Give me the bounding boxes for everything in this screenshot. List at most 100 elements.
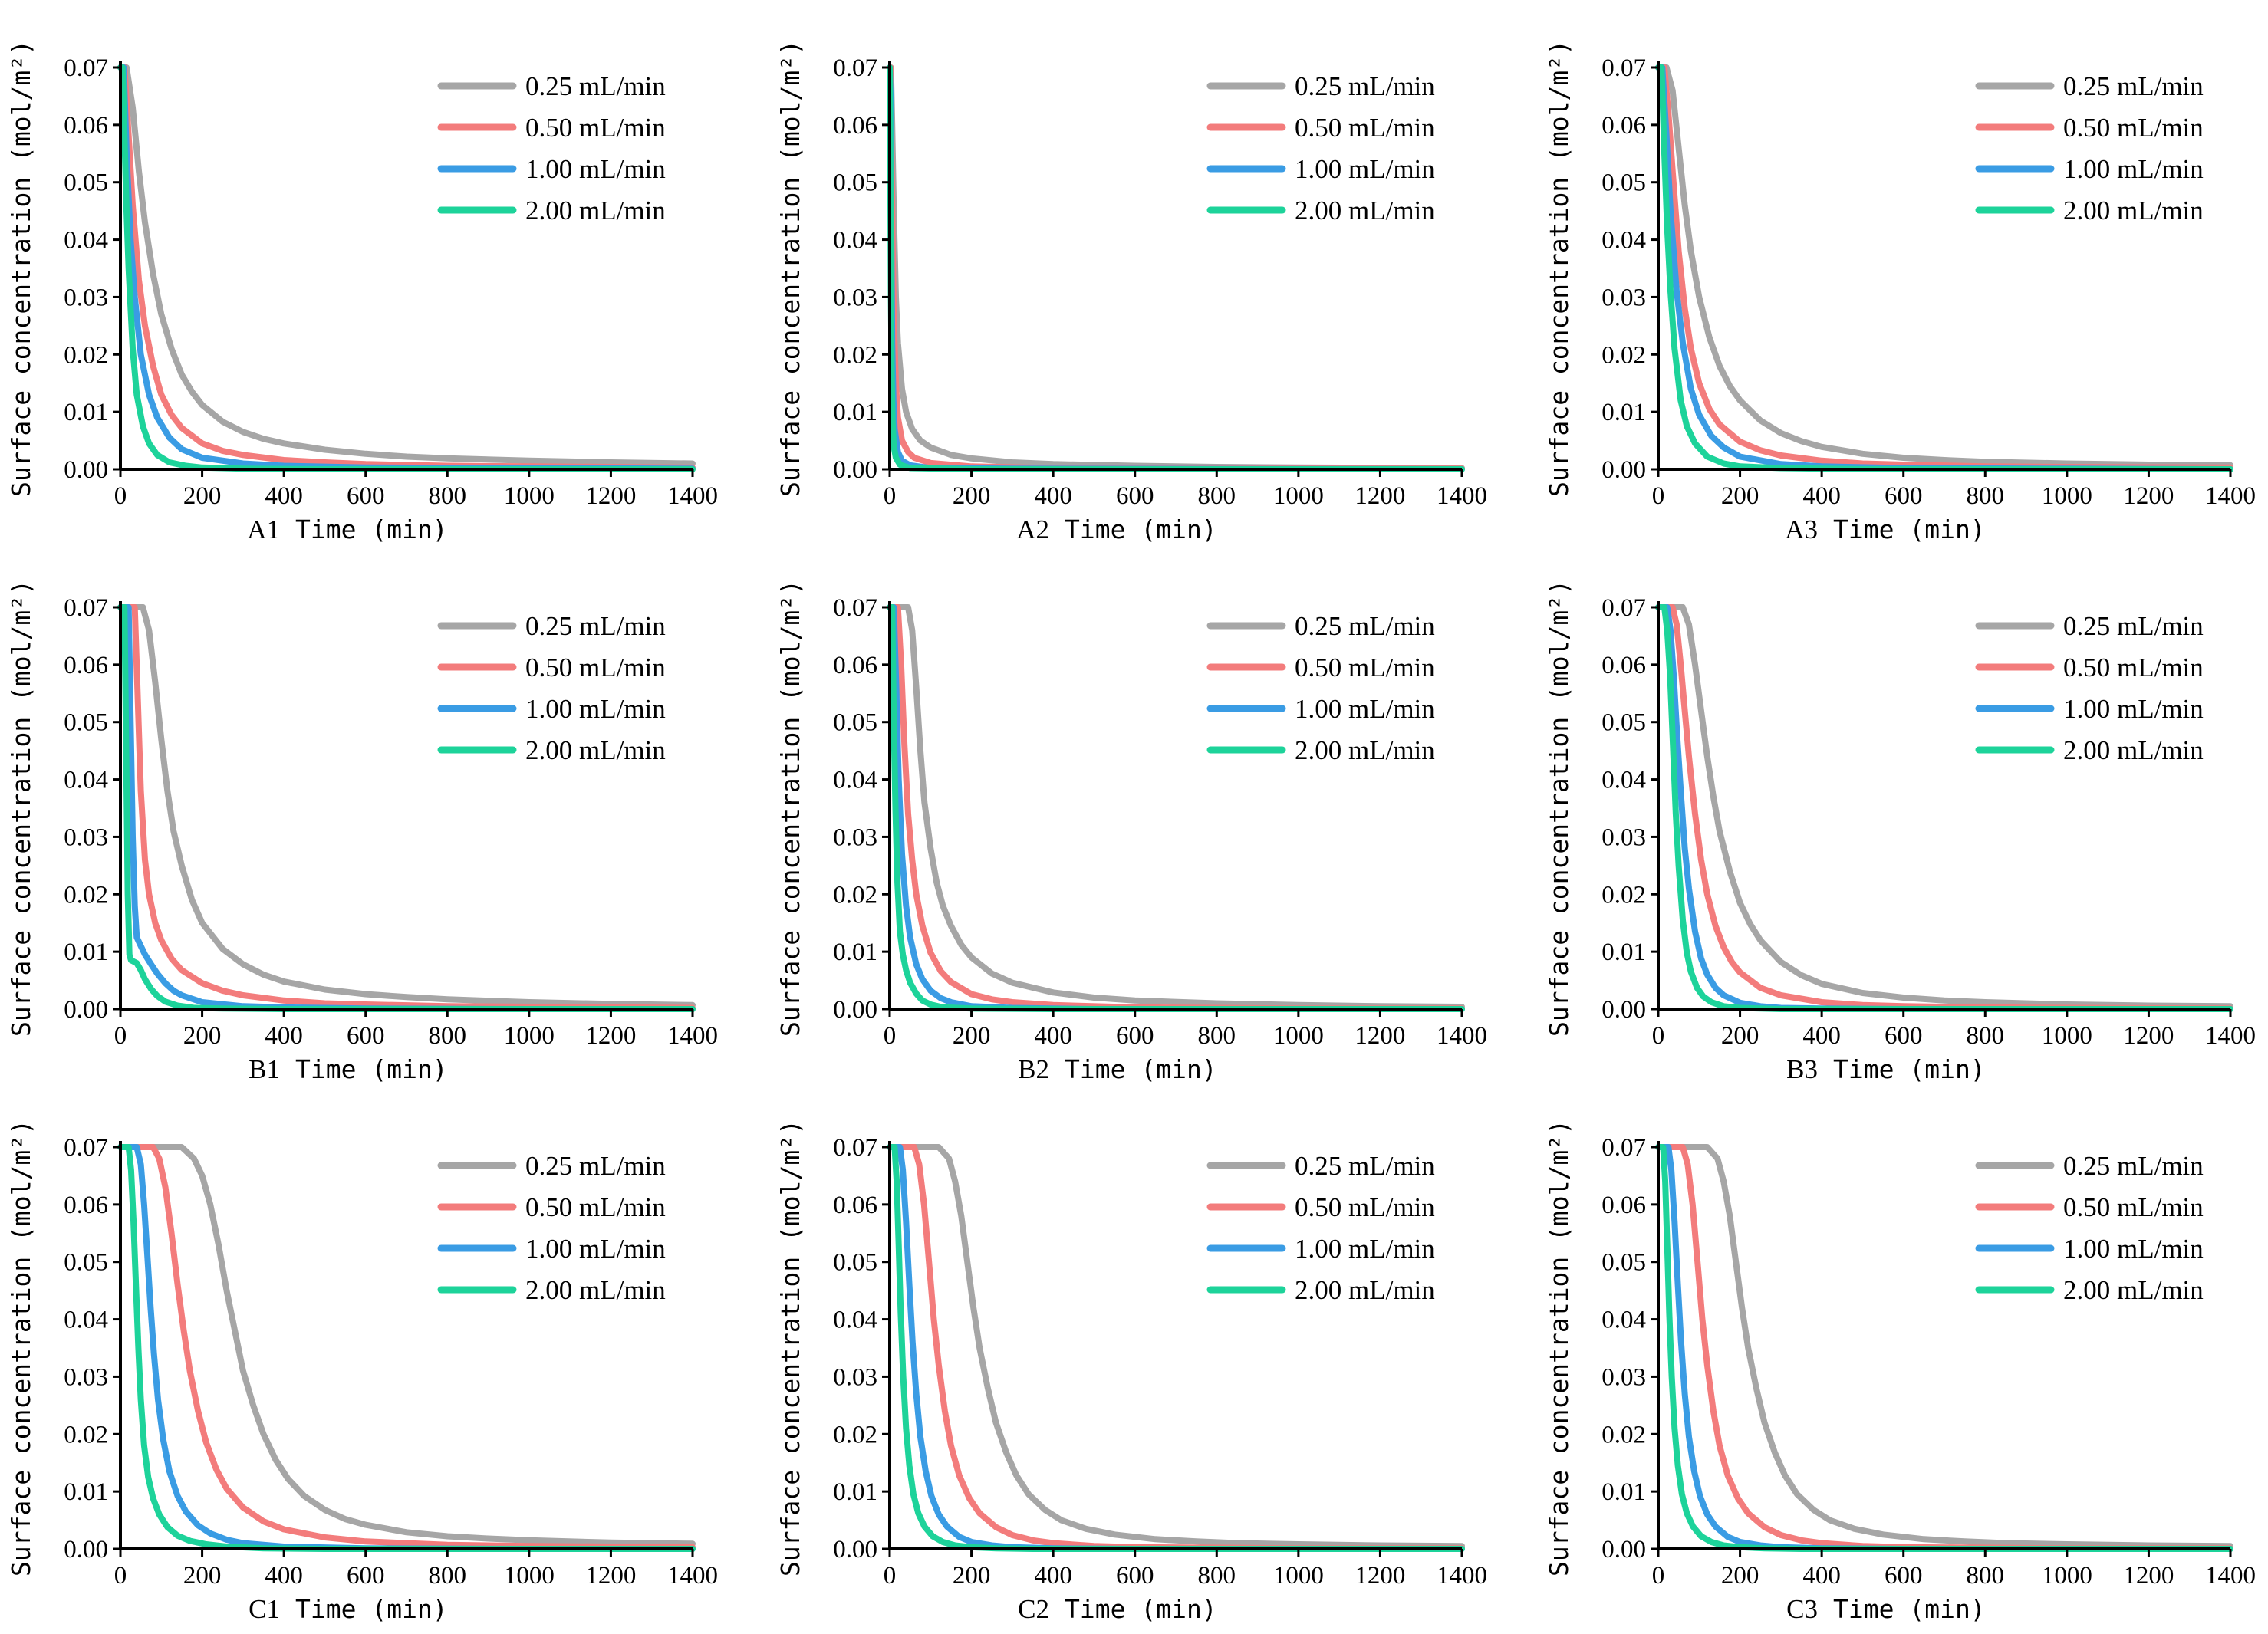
y-tick-label: 0.04 (1601, 227, 1646, 255)
y-tick-label: 0.00 (64, 1536, 108, 1563)
panel-label: A3 (1785, 515, 1818, 544)
legend-label: 2.00 mL/min (1295, 1275, 1435, 1305)
series-line-1 (1655, 64, 2233, 469)
legend-label: 0.50 mL/min (1295, 1192, 1435, 1222)
y-tick-label: 0.03 (1601, 1363, 1646, 1391)
x-tick-label: 1400 (1437, 1022, 1487, 1050)
legend-label: 2.00 mL/min (525, 1275, 666, 1305)
y-tick-label: 0.01 (64, 939, 108, 966)
x-tick-label: 800 (1198, 1562, 1236, 1590)
x-tick-label: 1400 (2205, 482, 2256, 510)
y-tick-label: 0.06 (64, 1192, 108, 1219)
x-tick-label: 400 (265, 1022, 303, 1050)
legend-label: 2.00 mL/min (1295, 196, 1435, 225)
y-tick-label: 0.01 (833, 1478, 877, 1506)
y-tick-label: 0.05 (1601, 709, 1646, 737)
y-tick-label: 0.02 (833, 881, 877, 909)
legend-label: 1.00 mL/min (1295, 1234, 1435, 1264)
x-tick-label: 0 (1652, 1562, 1665, 1590)
x-tick-label: 1200 (585, 1562, 636, 1590)
y-tick-label: 0.04 (1601, 767, 1646, 794)
panel-label: C3 (1786, 1594, 1818, 1624)
y-tick-label: 0.06 (1601, 112, 1646, 140)
legend-label: 1.00 mL/min (2063, 694, 2204, 724)
legend-label: 0.25 mL/min (525, 71, 666, 101)
x-tick-label: 1400 (2205, 1562, 2256, 1590)
panel-label: B2 (1018, 1054, 1049, 1084)
legend-label: 2.00 mL/min (525, 196, 666, 225)
y-tick-label: 0.06 (1601, 652, 1646, 679)
y-tick-label: 0.03 (833, 1363, 877, 1391)
y-axis-title: Surface concentration (mol/m²) (1544, 580, 1574, 1037)
y-tick-label: 0.01 (833, 399, 877, 426)
legend-label: 0.50 mL/min (1295, 113, 1435, 143)
y-tick-label: 0.03 (64, 824, 108, 851)
x-axis-title: Time (min) (295, 515, 448, 544)
y-tick-label: 0.06 (64, 112, 108, 140)
x-tick-label: 1200 (1355, 1022, 1405, 1050)
legend-label: 0.25 mL/min (2063, 1151, 2204, 1181)
x-tick-label: 200 (1721, 1562, 1759, 1590)
x-tick-label: 1400 (667, 1022, 718, 1050)
x-tick-label: 200 (183, 1562, 222, 1590)
chart-panel-A3: 0.00 0.01 0.02 0.03 0.04 0.05 0.06 0.07 0 200 400 6… (1544, 40, 2256, 544)
x-tick-label: 1000 (2042, 1022, 2092, 1050)
x-tick-label: 1000 (504, 1022, 555, 1050)
y-tick-label: 0.04 (1601, 1307, 1646, 1334)
chart-panel-C2: 0.00 0.01 0.02 0.03 0.04 0.05 0.06 0.07 0 200 400 6… (775, 1119, 1487, 1624)
y-tick-label: 0.02 (1601, 1421, 1646, 1448)
legend-label: 2.00 mL/min (2063, 1275, 2204, 1305)
x-tick-label: 1000 (2042, 482, 2092, 510)
x-tick-label: 400 (1802, 482, 1841, 510)
panel-label: B3 (1786, 1054, 1818, 1084)
x-tick-label: 600 (1116, 1022, 1154, 1050)
y-tick-label: 0.07 (833, 54, 877, 82)
x-axis-title: Time (min) (1833, 1054, 1986, 1084)
x-tick-label: 600 (1885, 1022, 1923, 1050)
y-tick-label: 0.04 (64, 227, 108, 255)
legend-label: 1.00 mL/min (525, 1234, 666, 1264)
x-tick-label: 1000 (1273, 1562, 1324, 1590)
x-tick-label: 200 (953, 1022, 991, 1050)
chart-panel-C1: 0.00 0.01 0.02 0.03 0.04 0.05 0.06 0.07 0 200 400 6… (6, 1119, 718, 1624)
x-tick-label: 1400 (667, 482, 718, 510)
x-tick-label: 800 (429, 1562, 467, 1590)
chart-panel-C3: 0.00 0.01 0.02 0.03 0.04 0.05 0.06 0.07 0 200 400 6… (1544, 1119, 2256, 1624)
legend-label: 0.50 mL/min (1295, 653, 1435, 682)
y-tick-label: 0.01 (1601, 399, 1646, 426)
series-line-1 (887, 1144, 1465, 1550)
y-tick-label: 0.03 (1601, 824, 1646, 851)
y-tick-label: 0.05 (64, 709, 108, 737)
x-tick-label: 0 (1652, 482, 1665, 510)
x-tick-label: 1200 (585, 482, 636, 510)
x-tick-label: 1400 (1437, 482, 1487, 510)
y-tick-label: 0.00 (833, 456, 877, 484)
legend-label: 1.00 mL/min (1295, 694, 1435, 724)
x-tick-label: 1000 (1273, 482, 1324, 510)
x-tick-label: 1200 (2123, 482, 2174, 510)
x-tick-label: 1000 (1273, 1022, 1324, 1050)
legend-label: 0.25 mL/min (2063, 71, 2204, 101)
y-tick-label: 0.01 (64, 399, 108, 426)
legend-label: 0.25 mL/min (1295, 71, 1435, 101)
y-tick-label: 0.07 (64, 1134, 108, 1162)
x-tick-label: 200 (183, 482, 222, 510)
x-tick-label: 200 (953, 1562, 991, 1590)
panel-label: C2 (1018, 1594, 1049, 1624)
x-axis-title: Time (min) (1065, 515, 1217, 544)
legend-label: 1.00 mL/min (2063, 1234, 2204, 1264)
x-tick-label: 400 (1802, 1022, 1841, 1050)
x-tick-label: 0 (1652, 1022, 1665, 1050)
x-axis-title: Time (min) (1065, 1594, 1217, 1624)
x-tick-label: 400 (1034, 1022, 1072, 1050)
x-tick-label: 800 (1198, 482, 1236, 510)
y-tick-label: 0.07 (1601, 594, 1646, 622)
legend-label: 0.25 mL/min (1295, 611, 1435, 641)
x-axis-title: Time (min) (1833, 1594, 1986, 1624)
y-tick-label: 0.03 (64, 284, 108, 311)
y-tick-label: 0.06 (64, 652, 108, 679)
y-tick-label: 0.02 (1601, 341, 1646, 369)
y-tick-label: 0.06 (833, 652, 877, 679)
legend-label: 0.50 mL/min (2063, 1192, 2204, 1222)
